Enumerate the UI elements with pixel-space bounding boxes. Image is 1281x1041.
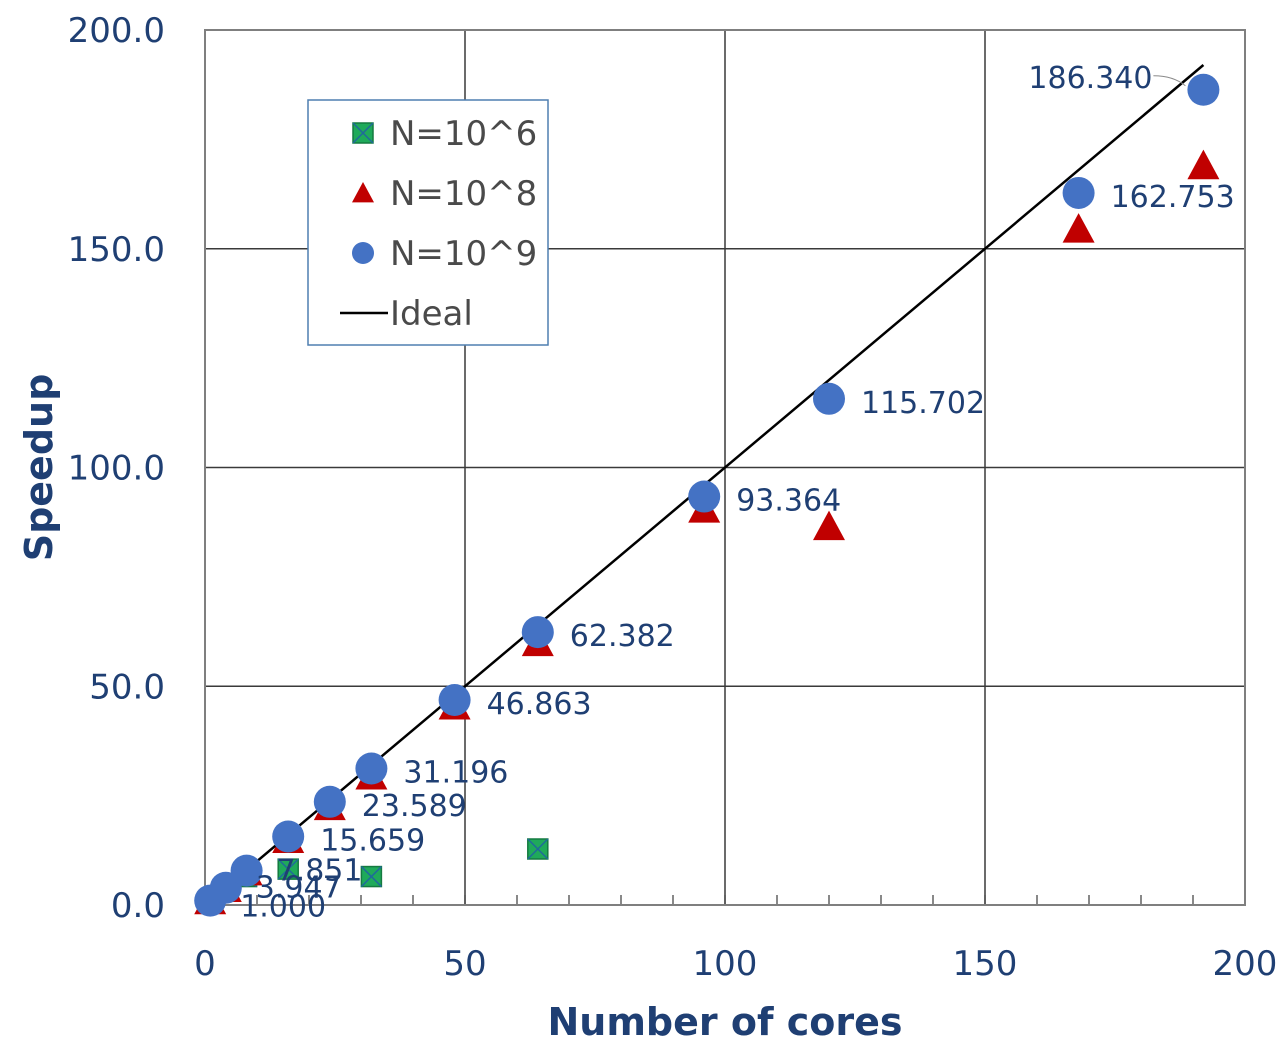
y-tick-label: 150.0 — [68, 230, 165, 270]
legend: N=10^6 N=10^8 N=10^9 Ideal — [307, 99, 549, 346]
data-point-triangle — [352, 182, 374, 203]
x-tick-label: 100 — [693, 944, 758, 984]
y-tick-label: 200.0 — [68, 11, 165, 51]
y-tick-label: 50.0 — [89, 667, 165, 707]
data-point-circle — [313, 785, 346, 818]
data-point-triangle — [1187, 149, 1220, 180]
data-point-circle — [272, 820, 305, 853]
x-tick-label: 50 — [443, 944, 486, 984]
legend-box — [307, 99, 549, 346]
data-label: 62.382 — [570, 619, 675, 654]
data-label: 162.753 — [1111, 180, 1235, 215]
data-label: 1.000 — [240, 890, 326, 925]
data-point-circle — [688, 480, 721, 513]
square-marker-cross — [360, 866, 382, 888]
legend-label: Ideal — [390, 294, 473, 334]
data-point-circle — [813, 382, 845, 415]
label-leader-line — [1153, 75, 1186, 87]
data-point-circle — [230, 854, 263, 887]
data-point-circle — [438, 683, 471, 716]
legend-label: N=10^6 — [390, 114, 537, 154]
x-tick-labels: 0 50 100 150 200 — [194, 944, 1277, 984]
series-n-10-9 — [194, 73, 1220, 917]
data-label: 15.659 — [320, 823, 425, 858]
data-point-circle — [355, 752, 388, 785]
x-axis-title: Number of cores — [547, 1000, 902, 1041]
data-point-triangle — [1062, 213, 1095, 243]
y-axis-title: Speedup — [17, 374, 61, 562]
x-tick-label: 200 — [1213, 944, 1278, 984]
data-point-square — [352, 122, 374, 144]
data-label: 7.851 — [277, 854, 363, 889]
data-point-triangle — [813, 510, 845, 541]
data-point-circle — [1187, 73, 1220, 106]
y-tick-label: 0.0 — [111, 886, 165, 926]
legend-label: N=10^9 — [390, 234, 537, 274]
data-label: 46.863 — [487, 687, 592, 722]
data-point-circle — [521, 616, 554, 649]
data-point-square — [360, 865, 383, 888]
legend-item: N=10^8 — [352, 174, 537, 214]
data-label: 23.589 — [362, 789, 467, 824]
square-marker-cross — [277, 858, 299, 880]
y-tick-labels: 0.0 50.0 100.0 150.0 200.0 — [68, 11, 165, 926]
square-marker-cross — [352, 122, 374, 144]
data-label: 31.196 — [403, 756, 508, 791]
y-tick-label: 100.0 — [68, 449, 165, 489]
data-series — [194, 64, 1220, 917]
x-tick-label: 0 — [194, 944, 216, 984]
data-label: 115.702 — [861, 386, 985, 421]
legend-item: N=10^6 — [352, 114, 537, 154]
plot-frame — [204, 29, 1246, 906]
data-point-circle — [352, 242, 374, 264]
legend-item: N=10^9 — [352, 234, 537, 274]
square-marker-cross — [527, 838, 549, 860]
data-point-circle — [1062, 176, 1095, 209]
data-label: 93.364 — [736, 484, 841, 519]
legend-label: N=10^8 — [390, 174, 537, 214]
data-point-square — [527, 838, 549, 860]
x-tick-label: 150 — [953, 944, 1018, 984]
data-label: 186.340 — [1028, 61, 1152, 96]
data-point-square — [277, 858, 299, 880]
data-label: 3.947 — [256, 871, 342, 906]
legend-item: Ideal — [340, 294, 473, 334]
